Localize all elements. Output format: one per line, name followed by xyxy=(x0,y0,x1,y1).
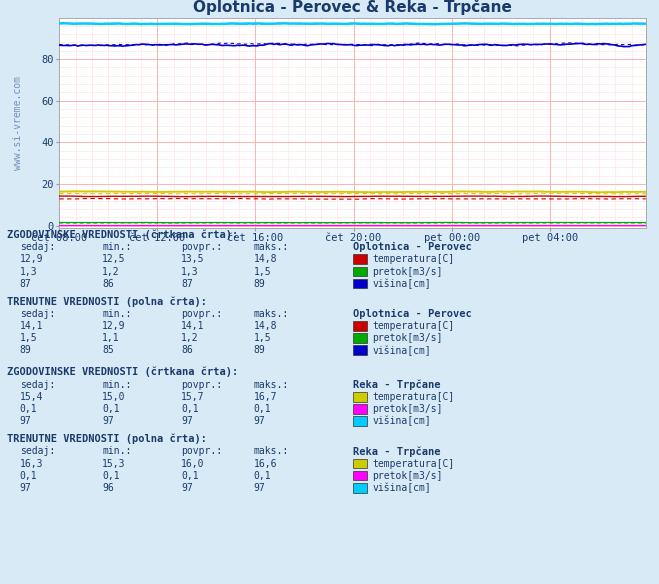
Text: TRENUTNE VREDNOSTI (polna črta):: TRENUTNE VREDNOSTI (polna črta): xyxy=(7,296,206,307)
Text: 86: 86 xyxy=(102,279,114,288)
Bar xyxy=(353,321,367,331)
Text: Oplotnica - Perovec: Oplotnica - Perovec xyxy=(353,242,471,252)
Text: povpr.:: povpr.: xyxy=(181,447,222,457)
Text: temperatura[C]: temperatura[C] xyxy=(372,458,455,468)
Text: ZGODOVINSKE VREDNOSTI (črtkana črta):: ZGODOVINSKE VREDNOSTI (črtkana črta): xyxy=(7,367,238,377)
Text: 14,8: 14,8 xyxy=(254,255,277,265)
Text: višina[cm]: višina[cm] xyxy=(372,345,431,356)
Text: temperatura[C]: temperatura[C] xyxy=(372,255,455,265)
Text: ZGODOVINSKE VREDNOSTI (črtkana črta):: ZGODOVINSKE VREDNOSTI (črtkana črta): xyxy=(7,230,238,240)
Text: 0,1: 0,1 xyxy=(20,404,38,414)
Text: sedaj:: sedaj: xyxy=(20,447,55,457)
Text: 1,2: 1,2 xyxy=(102,266,120,277)
Bar xyxy=(353,333,367,343)
Text: pretok[m3/s]: pretok[m3/s] xyxy=(372,333,443,343)
Bar xyxy=(353,266,367,276)
Text: min.:: min.: xyxy=(102,447,132,457)
Text: TRENUTNE VREDNOSTI (polna črta):: TRENUTNE VREDNOSTI (polna črta): xyxy=(7,434,206,444)
Text: povpr.:: povpr.: xyxy=(181,242,222,252)
Text: 12,5: 12,5 xyxy=(102,255,126,265)
Text: Oplotnica - Perovec: Oplotnica - Perovec xyxy=(353,309,471,319)
Bar xyxy=(353,471,367,481)
Text: 0,1: 0,1 xyxy=(181,404,199,414)
Text: 89: 89 xyxy=(254,279,266,288)
Text: 97: 97 xyxy=(181,483,193,493)
Text: Reka - Trpčane: Reka - Trpčane xyxy=(353,380,440,390)
Text: maks.:: maks.: xyxy=(254,380,289,390)
Text: 97: 97 xyxy=(20,416,32,426)
Text: 16,6: 16,6 xyxy=(254,458,277,468)
Text: 1,1: 1,1 xyxy=(102,333,120,343)
Text: 85: 85 xyxy=(102,345,114,356)
Text: 87: 87 xyxy=(181,279,193,288)
Text: 16,3: 16,3 xyxy=(20,458,43,468)
Text: 96: 96 xyxy=(102,483,114,493)
Text: 89: 89 xyxy=(254,345,266,356)
Text: povpr.:: povpr.: xyxy=(181,380,222,390)
Text: 16,0: 16,0 xyxy=(181,458,205,468)
Text: sedaj:: sedaj: xyxy=(20,242,55,252)
Text: maks.:: maks.: xyxy=(254,242,289,252)
Text: višina[cm]: višina[cm] xyxy=(372,279,431,289)
Text: 14,1: 14,1 xyxy=(20,321,43,331)
Text: 87: 87 xyxy=(20,279,32,288)
Text: 1,5: 1,5 xyxy=(254,333,272,343)
Title: Oplotnica - Perovec & Reka - Trpčane: Oplotnica - Perovec & Reka - Trpčane xyxy=(193,0,512,15)
Text: Reka - Trpčane: Reka - Trpčane xyxy=(353,447,440,457)
Text: povpr.:: povpr.: xyxy=(181,309,222,319)
Text: maks.:: maks.: xyxy=(254,309,289,319)
Text: 15,7: 15,7 xyxy=(181,392,205,402)
Bar xyxy=(353,416,367,426)
Text: pretok[m3/s]: pretok[m3/s] xyxy=(372,266,443,277)
Bar xyxy=(353,255,367,264)
Text: 1,3: 1,3 xyxy=(20,266,38,277)
Text: 15,4: 15,4 xyxy=(20,392,43,402)
Bar xyxy=(353,279,367,288)
Text: 13,5: 13,5 xyxy=(181,255,205,265)
Text: 1,2: 1,2 xyxy=(181,333,199,343)
Text: min.:: min.: xyxy=(102,380,132,390)
Text: 89: 89 xyxy=(20,345,32,356)
Text: min.:: min.: xyxy=(102,242,132,252)
Text: 0,1: 0,1 xyxy=(20,471,38,481)
Text: 15,3: 15,3 xyxy=(102,458,126,468)
Text: 97: 97 xyxy=(20,483,32,493)
Text: pretok[m3/s]: pretok[m3/s] xyxy=(372,404,443,414)
Text: 97: 97 xyxy=(254,416,266,426)
Text: 0,1: 0,1 xyxy=(254,404,272,414)
Text: 97: 97 xyxy=(181,416,193,426)
Text: maks.:: maks.: xyxy=(254,447,289,457)
Text: min.:: min.: xyxy=(102,309,132,319)
Text: 14,8: 14,8 xyxy=(254,321,277,331)
Text: 97: 97 xyxy=(254,483,266,493)
Text: 15,0: 15,0 xyxy=(102,392,126,402)
Text: višina[cm]: višina[cm] xyxy=(372,483,431,493)
Bar xyxy=(353,458,367,468)
Text: 0,1: 0,1 xyxy=(102,471,120,481)
Text: 1,3: 1,3 xyxy=(181,266,199,277)
Text: 0,1: 0,1 xyxy=(254,471,272,481)
Text: 12,9: 12,9 xyxy=(102,321,126,331)
Bar xyxy=(353,404,367,414)
Text: 1,5: 1,5 xyxy=(20,333,38,343)
Bar xyxy=(353,345,367,355)
Text: 12,9: 12,9 xyxy=(20,255,43,265)
Text: 86: 86 xyxy=(181,345,193,356)
Text: 97: 97 xyxy=(102,416,114,426)
Text: pretok[m3/s]: pretok[m3/s] xyxy=(372,471,443,481)
Text: sedaj:: sedaj: xyxy=(20,309,55,319)
Bar xyxy=(353,392,367,402)
Text: 16,7: 16,7 xyxy=(254,392,277,402)
Bar xyxy=(353,483,367,493)
Text: temperatura[C]: temperatura[C] xyxy=(372,321,455,331)
Text: 0,1: 0,1 xyxy=(102,404,120,414)
Text: sedaj:: sedaj: xyxy=(20,380,55,390)
Text: 1,5: 1,5 xyxy=(254,266,272,277)
Text: www.si-vreme.com: www.si-vreme.com xyxy=(13,76,23,169)
Text: višina[cm]: višina[cm] xyxy=(372,416,431,426)
Text: 0,1: 0,1 xyxy=(181,471,199,481)
Text: temperatura[C]: temperatura[C] xyxy=(372,392,455,402)
Text: 14,1: 14,1 xyxy=(181,321,205,331)
